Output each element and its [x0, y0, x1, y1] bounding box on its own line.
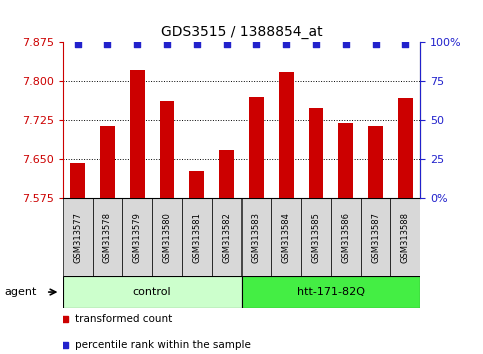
Bar: [309, 108, 324, 198]
Text: GSM313587: GSM313587: [371, 212, 380, 263]
Text: GSM313577: GSM313577: [73, 212, 82, 263]
Bar: [242, 198, 271, 276]
Point: [74, 41, 82, 47]
Text: GSM313586: GSM313586: [341, 212, 350, 263]
Bar: [398, 98, 413, 198]
Text: htt-171-82Q: htt-171-82Q: [297, 287, 365, 297]
Bar: [212, 198, 242, 276]
Point: [133, 41, 141, 47]
Bar: [242, 276, 420, 308]
Title: GDS3515 / 1388854_at: GDS3515 / 1388854_at: [161, 25, 322, 39]
Bar: [338, 123, 353, 198]
Point: [401, 41, 409, 47]
Text: GSM313583: GSM313583: [252, 212, 261, 263]
Text: GSM313579: GSM313579: [133, 212, 142, 263]
Text: control: control: [133, 287, 171, 297]
Bar: [219, 150, 234, 198]
Point: [253, 41, 260, 47]
Bar: [182, 198, 212, 276]
Bar: [368, 126, 383, 198]
Text: GSM313581: GSM313581: [192, 212, 201, 263]
Text: GSM313578: GSM313578: [103, 212, 112, 263]
Text: percentile rank within the sample: percentile rank within the sample: [75, 340, 251, 350]
Text: transformed count: transformed count: [75, 314, 172, 325]
Bar: [152, 198, 182, 276]
Text: agent: agent: [5, 287, 37, 297]
Point: [223, 41, 230, 47]
Text: GSM313585: GSM313585: [312, 212, 320, 263]
Bar: [249, 97, 264, 198]
Bar: [361, 198, 390, 276]
Bar: [279, 72, 294, 198]
Bar: [390, 198, 420, 276]
Bar: [122, 198, 152, 276]
Bar: [130, 70, 145, 198]
Bar: [301, 198, 331, 276]
Point: [372, 41, 380, 47]
Bar: [63, 198, 93, 276]
Bar: [189, 171, 204, 198]
Text: GSM313584: GSM313584: [282, 212, 291, 263]
Bar: [271, 198, 301, 276]
Bar: [159, 101, 174, 198]
Point: [163, 41, 171, 47]
Bar: [331, 198, 361, 276]
Bar: [70, 163, 85, 198]
Point: [312, 41, 320, 47]
Text: GSM313582: GSM313582: [222, 212, 231, 263]
Text: GSM313588: GSM313588: [401, 212, 410, 263]
Point: [282, 41, 290, 47]
Bar: [93, 198, 122, 276]
Point: [342, 41, 350, 47]
Bar: [100, 126, 115, 198]
Point: [193, 41, 201, 47]
Text: GSM313580: GSM313580: [163, 212, 171, 263]
Bar: [63, 276, 242, 308]
Point: [104, 41, 112, 47]
